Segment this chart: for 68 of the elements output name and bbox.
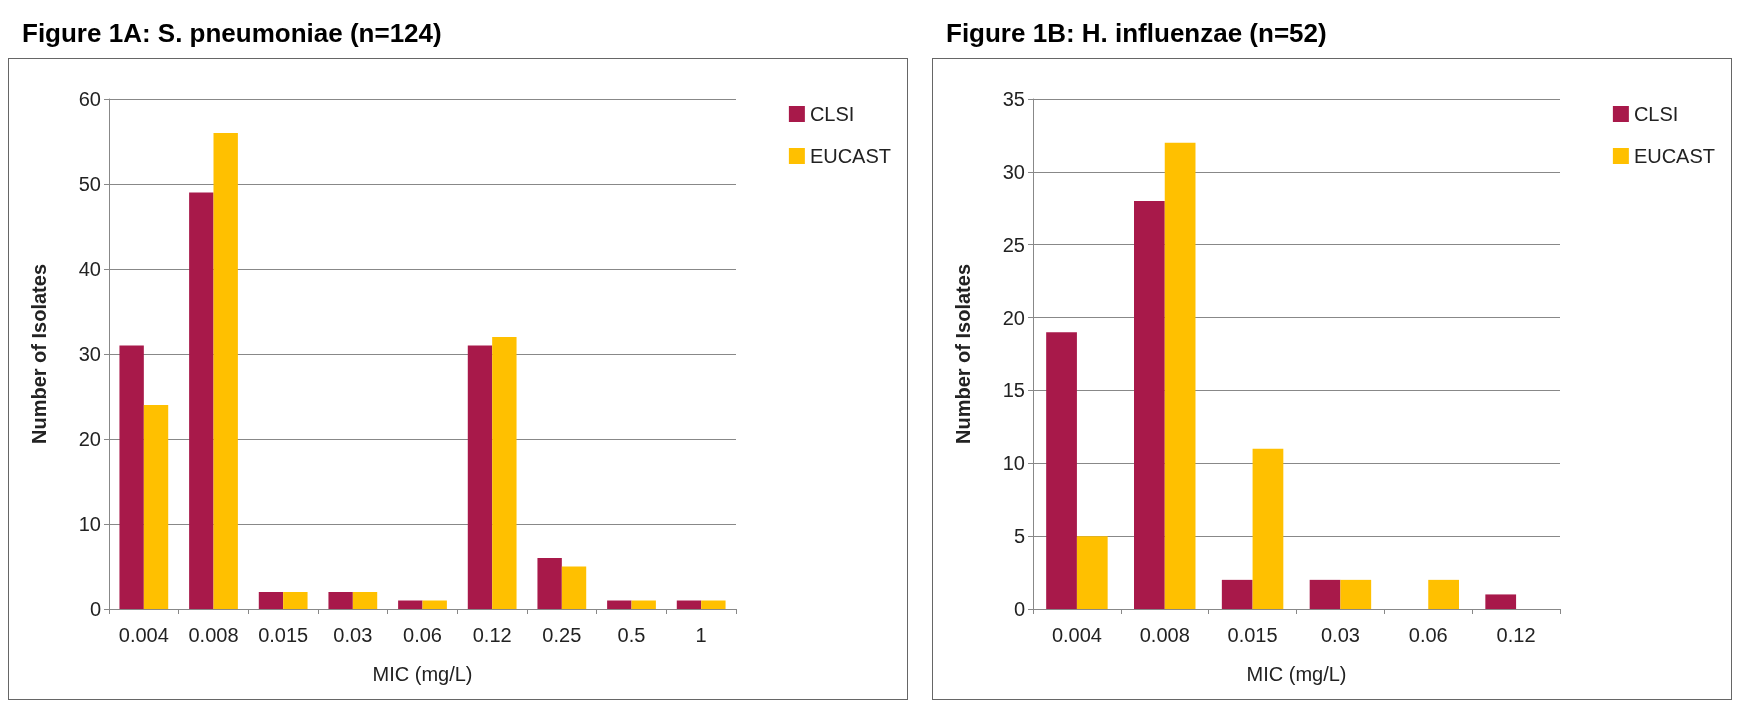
y-tick-label: 30 [1002,160,1025,183]
x-tick-label: 0.008 [1139,624,1190,646]
x-tick-label: 0.008 [188,624,239,646]
bar [631,600,656,609]
y-tick-label: 20 [78,428,101,450]
bar [213,133,238,609]
bar [676,600,702,609]
legend-label: EUCAST [809,145,891,167]
bar [537,558,562,609]
bar [607,600,632,609]
bar [1428,579,1459,609]
y-axis-title: Number of Isolates [952,263,974,445]
x-tick-label: 0.06 [1408,624,1448,646]
x-tick-label: 0.004 [1051,624,1102,646]
x-axis-title: MIC (mg/L) [1246,663,1347,685]
y-axis-title: Number of Isolates [28,263,50,445]
y-tick-label: 10 [78,513,101,535]
x-tick-label: 0.12 [472,624,512,646]
y-tick-label: 25 [1002,233,1025,256]
bar [1046,332,1077,609]
x-tick-label: 1 [695,624,707,646]
y-tick-label: 60 [78,88,101,110]
bar [1252,448,1284,609]
bar [1485,594,1517,609]
bar [119,345,144,609]
y-tick-label: 30 [78,343,101,365]
bar [467,345,493,609]
legend-label: EUCAST [1633,145,1715,167]
x-tick-label: 0.03 [333,624,373,646]
x-tick-label: 0.12 [1496,624,1536,646]
y-tick-label: 20 [1002,306,1025,329]
y-tick-label: 5 [1013,525,1025,548]
bar [1164,142,1196,609]
bar [258,592,284,609]
bar [701,600,726,609]
bar [1309,579,1341,609]
x-tick-label: 0.004 [118,624,169,646]
bar [561,566,587,609]
x-tick-label: 0.015 [1227,624,1278,646]
bar [189,192,214,609]
y-tick-label: 15 [1002,379,1025,402]
bar [422,600,447,609]
y-tick-label: 40 [78,258,101,280]
legend-label: CLSI [809,103,855,125]
x-tick-label: 0.25 [542,624,582,646]
bar [352,592,378,609]
x-tick-label: 0.06 [403,624,442,646]
legend-label: CLSI [1633,103,1679,125]
bar [328,592,353,609]
x-tick-label: 0.03 [1320,624,1360,646]
bar [398,600,423,609]
bar [1134,201,1165,609]
bar [283,592,308,609]
y-tick-label: 10 [1002,452,1025,475]
y-tick-label: 35 [1002,88,1025,110]
y-tick-label: 0 [1013,598,1025,620]
bar [143,405,169,609]
x-tick-label: 0.015 [258,624,309,646]
bar [1340,579,1372,609]
chart-title: Figure 1B: H. influenzae (n=52) [945,17,1328,50]
bar [1221,579,1253,609]
y-tick-label: 50 [78,173,101,195]
bar [1076,536,1108,609]
chart-title: Figure 1A: S. pneumoniae (n=124) [21,17,443,50]
bar [492,337,517,609]
x-tick-label: 0.5 [617,624,646,646]
y-tick-label: 0 [89,598,101,620]
x-axis-title: MIC (mg/L) [372,663,473,685]
